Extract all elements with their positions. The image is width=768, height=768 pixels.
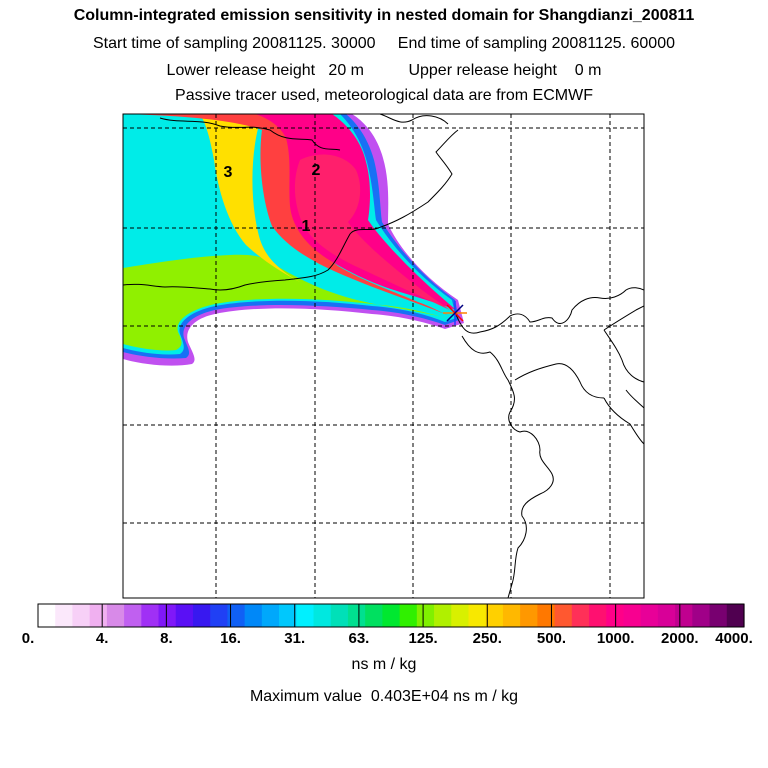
colorbar-cell — [365, 604, 383, 627]
colorbar-tick-label: 4. — [95, 630, 109, 647]
colorbar-cell — [692, 604, 711, 627]
colorbar-tick-label: 2000. — [661, 630, 699, 647]
colorbar-cell — [38, 604, 56, 627]
colorbar-cell — [158, 604, 177, 627]
colorbar-cell — [520, 604, 538, 627]
colorbar-cell — [451, 604, 470, 627]
colorbar-cell — [347, 604, 366, 627]
colorbar-cell — [192, 604, 211, 627]
colorbar-tick-label: 1000. — [596, 630, 635, 647]
sensitivity-band-red — [123, 114, 450, 316]
colorbar-cell — [106, 604, 125, 627]
colorbar-cell — [709, 604, 728, 627]
colorbar-cell — [330, 604, 349, 627]
sampling-time-line: Start time of sampling 20081125. 30000 E… — [92, 35, 675, 52]
colorbar-tick-label: 500. — [536, 630, 567, 647]
colorbar-cell — [726, 604, 745, 627]
sensitivity-band-pink — [294, 154, 450, 310]
colorbar-cell — [227, 604, 246, 627]
colorbar-tick-label: 8. — [160, 630, 173, 647]
colorbar-tick-label: 125. — [408, 630, 438, 647]
colorbar-cell — [657, 604, 676, 627]
tracer-line: Passive tracer used, meteorological data… — [175, 87, 593, 104]
colorbar-cell — [261, 604, 280, 627]
colorbar-cell — [675, 604, 693, 627]
colorbar-cell — [210, 604, 229, 627]
colorbar-cell — [554, 604, 573, 627]
colorbar-tick-label: 16. — [220, 630, 241, 647]
colorbar-cell — [55, 604, 74, 627]
colorbar-cell — [175, 604, 194, 627]
colorbar-tick-label: 31. — [284, 630, 306, 647]
colorbar-cell — [468, 604, 487, 627]
colorbar-tick-label: 250. — [472, 630, 502, 647]
colorbar-cell — [640, 604, 659, 627]
colorbar-cell — [485, 604, 504, 627]
maximum-value-text: Maximum value 0.403E+04 ns m / kg — [249, 688, 519, 705]
colorbar-cell — [571, 604, 590, 627]
cluster-label-1: 1 — [302, 218, 311, 235]
sensitivity-band-green — [123, 254, 445, 351]
colorbar-cell — [382, 604, 401, 627]
cluster-label-2: 2 — [312, 162, 321, 179]
colorbar-cell — [623, 604, 642, 627]
colorbar-cell — [141, 604, 160, 627]
map-frame — [122, 113, 645, 599]
sensitivity-band-yellow — [123, 114, 300, 282]
colorbar-cell — [313, 604, 332, 627]
gridlines — [123, 114, 644, 598]
colorbar-cell — [124, 604, 142, 627]
colorbar-units: ns m / kg — [351, 656, 417, 673]
colorbar-cell — [279, 604, 297, 627]
colorbar-cell — [399, 604, 418, 627]
colorbar-cell — [589, 604, 607, 627]
colorbar-tick-label: 63. — [348, 630, 370, 647]
colorbar-cell — [244, 604, 263, 627]
colorbar-cell — [416, 604, 435, 627]
chart-title: Column-integrated emission sensitivity i… — [73, 7, 695, 24]
colorbar-tick-label: 4000. — [715, 630, 753, 647]
release-height-line: Lower release height 20 m Upper release … — [166, 62, 602, 79]
colorbar-tick-label: 0. — [21, 630, 35, 647]
coastline-layer — [123, 114, 644, 598]
colorbar-cell — [502, 604, 521, 627]
colorbar-cell — [537, 604, 556, 627]
colorbar-cell — [72, 604, 91, 627]
cluster-label-3: 3 — [224, 164, 233, 181]
colorbar-cell — [296, 604, 315, 627]
colorbar-cell — [89, 604, 108, 627]
release-point-star-icon — [443, 301, 467, 325]
colorbar-cell — [434, 604, 452, 627]
